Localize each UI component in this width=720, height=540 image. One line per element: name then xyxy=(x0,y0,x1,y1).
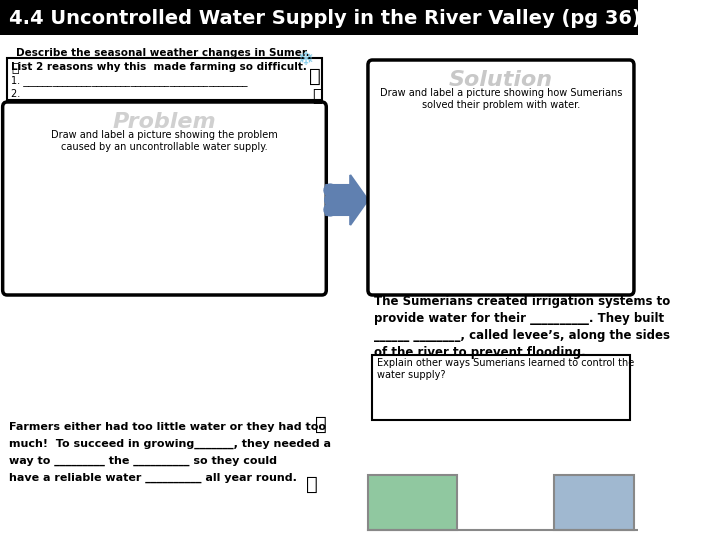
Text: way to _________ the __________ so they could: way to _________ the __________ so they … xyxy=(9,456,277,466)
Text: ______ ________, called levee’s, along the sides: ______ ________, called levee’s, along t… xyxy=(374,329,670,342)
Text: 4.4 Uncontrolled Water Supply in the River Valley (pg 36): 4.4 Uncontrolled Water Supply in the Riv… xyxy=(9,9,641,28)
FancyBboxPatch shape xyxy=(3,102,326,295)
FancyBboxPatch shape xyxy=(368,60,634,295)
Text: Farmers either had too little water or they had too: Farmers either had too little water or t… xyxy=(9,422,326,432)
Text: ❄: ❄ xyxy=(297,50,313,69)
Bar xyxy=(368,475,456,530)
Text: The Sumerians created irrigation systems to: The Sumerians created irrigation systems… xyxy=(374,295,670,308)
Text: Problem: Problem xyxy=(112,112,216,132)
Text: much!  To succeed in growing_______, they needed a: much! To succeed in growing_______, they… xyxy=(9,439,331,449)
Text: 🌾: 🌾 xyxy=(315,415,326,434)
Text: Draw and label a picture showing the problem
caused by an uncontrollable water s: Draw and label a picture showing the pro… xyxy=(50,130,277,152)
FancyBboxPatch shape xyxy=(7,58,322,100)
Polygon shape xyxy=(326,175,368,225)
Text: have a reliable water __________ all year round.: have a reliable water __________ all yea… xyxy=(9,473,297,483)
Text: Explain other ways Sumerians learned to control the
water supply?: Explain other ways Sumerians learned to … xyxy=(377,358,634,380)
Text: of the river to prevent flooding.: of the river to prevent flooding. xyxy=(374,346,586,359)
Text: List 2 reasons why this  made farming so difficult.: List 2 reasons why this made farming so … xyxy=(11,62,307,72)
Text: 1. ______________________________________________: 1. _____________________________________… xyxy=(11,75,247,86)
Text: ⛰: ⛰ xyxy=(312,87,322,105)
Bar xyxy=(372,355,629,420)
Text: Describe the seasonal weather changes in Sumer.: Describe the seasonal weather changes in… xyxy=(16,48,310,58)
Text: provide water for their __________. They built: provide water for their __________. They… xyxy=(374,312,665,325)
Text: Draw and label a picture showing how Sumerians
solved their problem with water.: Draw and label a picture showing how Sum… xyxy=(379,88,622,110)
Text: 🌊: 🌊 xyxy=(309,67,320,86)
Text: Solution: Solution xyxy=(449,70,553,90)
Text: 🚿: 🚿 xyxy=(306,475,318,494)
Bar xyxy=(0,0,639,35)
Text: 🌱: 🌱 xyxy=(12,62,19,75)
Bar xyxy=(554,475,634,530)
Text: 2. ______________________________________________: 2. _____________________________________… xyxy=(11,88,247,99)
